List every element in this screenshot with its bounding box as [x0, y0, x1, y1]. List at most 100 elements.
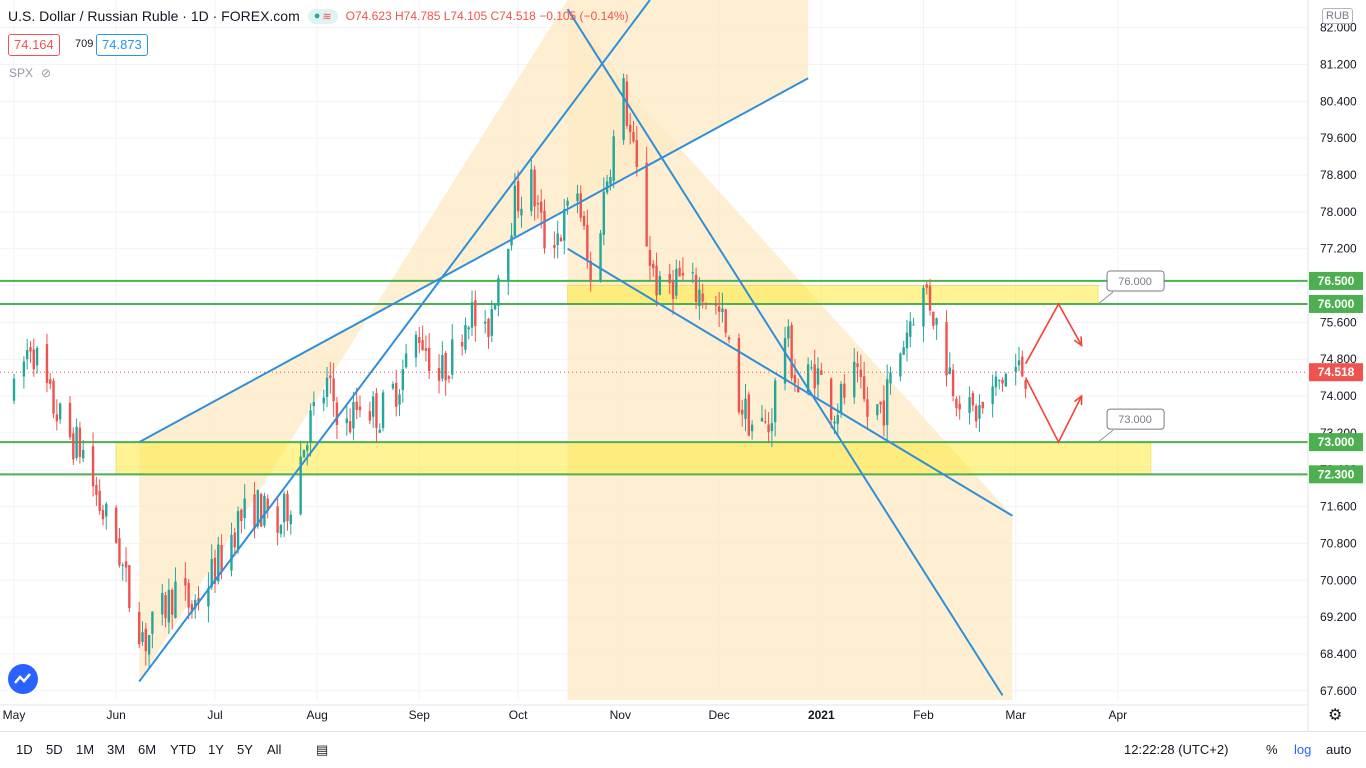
percent-toggle[interactable]: %: [1266, 742, 1278, 757]
candle-body: [609, 176, 612, 185]
zone-box[interactable]: [567, 285, 1099, 305]
candle-body: [767, 424, 770, 433]
y-tick-label: 77.200: [1320, 242, 1357, 256]
candle-body: [487, 318, 490, 338]
timeframe-5d[interactable]: 5D: [46, 742, 63, 757]
candle-body: [698, 289, 701, 307]
candle-body: [35, 348, 39, 366]
zone-box[interactable]: [115, 441, 1152, 475]
timeframe-1y[interactable]: 1Y: [208, 742, 224, 757]
candle-body: [810, 367, 813, 369]
candle-body: [764, 421, 767, 423]
timeframe-1m[interactable]: 1M: [76, 742, 95, 757]
chart-canvas[interactable]: 76.000 73.000 82.000 81.200 80.400 79.600 78.…: [0, 0, 1366, 731]
level-tag[interactable]: [1309, 433, 1363, 452]
candle-body: [368, 411, 372, 421]
candle-body: [905, 332, 909, 349]
symbol-title[interactable]: U.S. Dollar / Russian Ruble · 1D · FOREX…: [8, 8, 300, 24]
candle-body: [737, 338, 741, 413]
candle-body: [839, 384, 843, 414]
candle-body: [806, 364, 810, 392]
status-pill[interactable]: ● ≋: [307, 8, 338, 24]
time-axis[interactable]: May Jun Jul Aug Sep Oct Nov Dec 2021 Feb Mar Apr: [0, 704, 1308, 722]
y-tick-label: 74.800: [1320, 352, 1357, 366]
hide-eye-icon[interactable]: ⊘: [41, 66, 52, 80]
y-tick-label: 75.600: [1320, 315, 1357, 329]
timeframe-5y[interactable]: 5Y: [237, 742, 253, 757]
date-range-icon[interactable]: ▤: [316, 742, 329, 757]
x-tick-label: Mar: [1005, 708, 1026, 722]
projection-arrow[interactable]: [1024, 377, 1083, 444]
projection-arrow[interactable]: [1024, 302, 1083, 365]
candle-body: [210, 559, 213, 587]
level-tag[interactable]: [1309, 271, 1363, 290]
callout-box[interactable]: [1106, 270, 1165, 292]
candle-body: [652, 263, 655, 269]
level-tag[interactable]: [1309, 294, 1363, 313]
tradingview-logo-icon[interactable]: [8, 664, 38, 694]
candle-body: [240, 509, 243, 522]
ohlc-high: H74.785: [395, 9, 441, 23]
trend-line[interactable]: [138, 77, 809, 443]
candle-body: [325, 377, 329, 397]
candle-body: [760, 417, 764, 422]
candle-body: [220, 545, 223, 572]
candle-body: [632, 131, 635, 142]
candle-body: [879, 401, 882, 405]
buy-button[interactable]: 74.873: [96, 34, 148, 56]
candle-body: [721, 308, 724, 313]
candle-body: [885, 379, 889, 426]
projection-arrows[interactable]: [1024, 302, 1083, 444]
currency-button[interactable]: RUB: [1322, 8, 1354, 24]
candle-body: [391, 384, 395, 389]
timeframe-ytd[interactable]: YTD: [170, 742, 196, 757]
candle-body: [586, 224, 589, 260]
trend-channels[interactable]: [138, 0, 1013, 696]
settings-gear-icon[interactable]: ⚙: [1328, 707, 1343, 724]
log-toggle[interactable]: log: [1294, 742, 1312, 757]
auto-toggle[interactable]: auto: [1326, 742, 1352, 757]
candle-body: [994, 376, 998, 388]
candle-body: [164, 595, 167, 619]
candle-body: [190, 604, 194, 613]
candle-body: [648, 249, 652, 266]
candle-body: [902, 347, 905, 355]
candle-body: [793, 374, 797, 384]
callouts[interactable]: 76.000 73.000: [1097, 270, 1165, 443]
candle-body: [207, 588, 210, 607]
candle-body: [286, 493, 289, 522]
candle-body: [266, 498, 269, 511]
trend-line[interactable]: [567, 247, 1013, 517]
timeframe-all[interactable]: All: [267, 742, 282, 757]
timeframe-1d[interactable]: 1D: [16, 742, 33, 757]
callout-label: 76.000: [1118, 276, 1152, 288]
callout-box[interactable]: [1106, 408, 1165, 430]
candle-body: [141, 632, 144, 642]
timeframe-6m[interactable]: 6M: [138, 742, 157, 757]
ohlc-low: L74.105: [443, 9, 488, 23]
candle-body: [174, 581, 177, 618]
candle-body: [213, 557, 217, 584]
price-axis[interactable]: 82.000 81.200 80.400 79.600 78.800 78.000 77.2…: [1307, 0, 1366, 731]
candle-body: [553, 245, 556, 248]
trend-line[interactable]: [566, 8, 1004, 696]
level-tag[interactable]: [1309, 465, 1363, 484]
candle-body: [559, 237, 563, 242]
candle-body: [395, 382, 398, 407]
timeframe-3m[interactable]: 3M: [107, 742, 126, 757]
sell-button[interactable]: 74.164: [8, 34, 60, 56]
candle-body: [45, 344, 49, 383]
candle-body: [49, 379, 52, 384]
overlay-symbol[interactable]: SPX ⊘: [9, 66, 51, 80]
candle-body: [483, 321, 487, 324]
clock[interactable]: 12:22:28 (UTC+2): [1124, 742, 1229, 757]
candle-body: [859, 369, 863, 377]
candle-body: [833, 421, 836, 424]
candle-body: [197, 597, 200, 604]
horizontal-levels[interactable]: [0, 279, 1308, 476]
candle-body: [513, 185, 517, 237]
candle-body: [91, 446, 95, 487]
candle-body: [306, 445, 309, 451]
trend-line[interactable]: [138, 0, 651, 683]
